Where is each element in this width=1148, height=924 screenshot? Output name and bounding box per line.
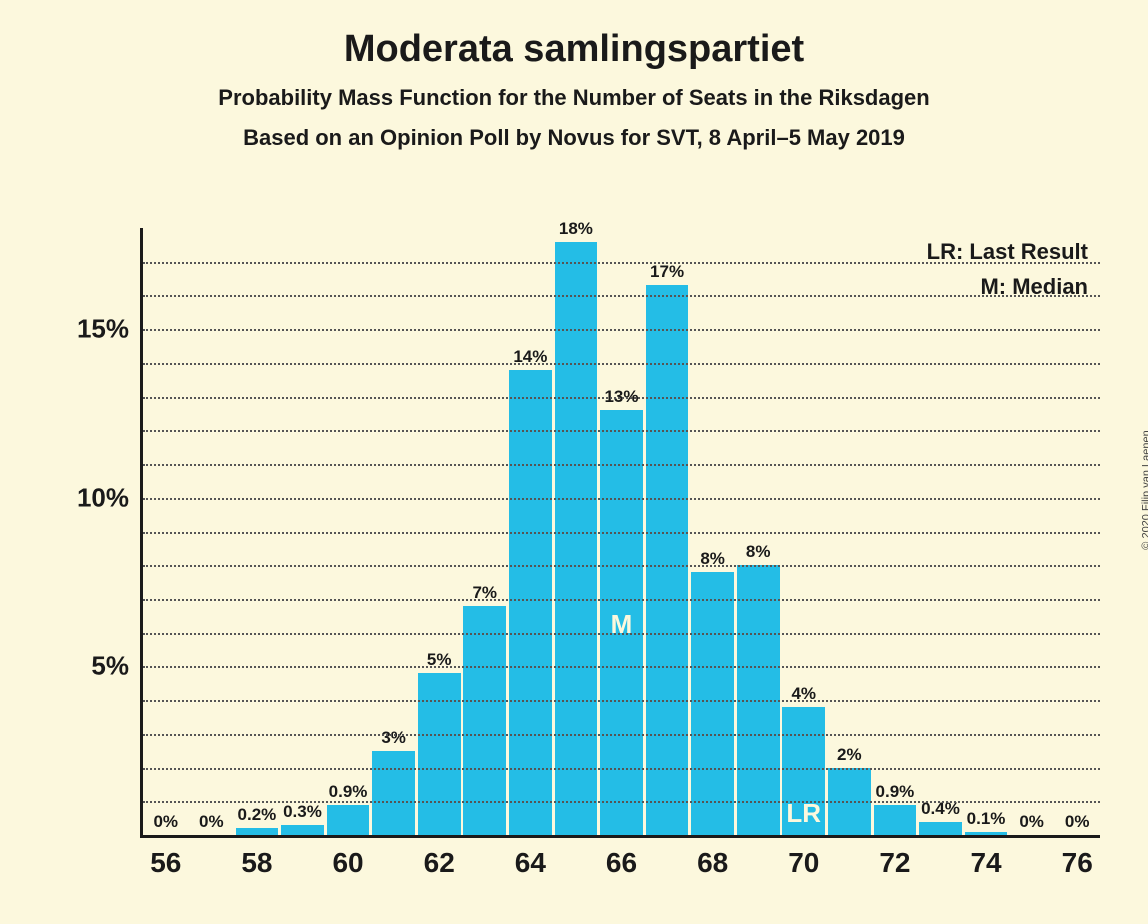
bar-value-label: 2%: [837, 745, 862, 768]
chart-subtitle-2: Based on an Opinion Poll by Novus for SV…: [0, 125, 1148, 151]
grid-minor: [143, 565, 1100, 567]
grid-minor: [143, 464, 1100, 466]
y-axis-label: 10%: [77, 482, 143, 513]
grid-minor: [143, 363, 1100, 365]
y-axis-label: 5%: [91, 651, 143, 682]
grid-minor: [143, 768, 1100, 770]
x-axis-label: 62: [424, 835, 455, 879]
chart-container: LR: Last Result M: Median 0%0%0.2%0.3%0.…: [70, 228, 1110, 908]
bar-value-label: 4%: [791, 684, 816, 707]
grid-minor: [143, 633, 1100, 635]
bar: 0.3%: [281, 825, 324, 835]
bar-value-label: 5%: [427, 650, 452, 673]
x-axis-label: 58: [241, 835, 272, 879]
bar-value-label: 0%: [1019, 812, 1044, 835]
y-axis-label: 15%: [77, 314, 143, 345]
bar-value-label: 17%: [650, 262, 684, 285]
bar-value-label: 7%: [472, 583, 497, 606]
grid-minor: [143, 295, 1100, 297]
bar: 3%: [372, 751, 415, 835]
bar: 13%M: [600, 410, 643, 835]
grid-major: [143, 329, 1100, 331]
x-axis-label: 70: [788, 835, 819, 879]
bar-value-label: 0%: [1065, 812, 1090, 835]
bar-value-label: 13%: [604, 387, 638, 410]
grid-minor: [143, 430, 1100, 432]
bar: 5%: [418, 673, 461, 835]
bar: 0.4%: [919, 822, 962, 835]
x-axis-label: 76: [1062, 835, 1093, 879]
grid-major: [143, 498, 1100, 500]
plot-area: LR: Last Result M: Median 0%0%0.2%0.3%0.…: [140, 228, 1100, 838]
bar-value-label: 8%: [746, 542, 771, 565]
grid-minor: [143, 599, 1100, 601]
x-axis-label: 72: [879, 835, 910, 879]
grid-minor: [143, 801, 1100, 803]
bar-value-label: 0.3%: [283, 802, 322, 825]
bar-value-label: 0.1%: [967, 809, 1006, 832]
x-axis-label: 74: [970, 835, 1001, 879]
x-axis-label: 60: [332, 835, 363, 879]
bar-marker: M: [611, 609, 633, 640]
copyright-text: © 2020 Filip van Laenen: [1140, 430, 1148, 549]
bar-value-label: 18%: [559, 219, 593, 242]
bar: 0.9%: [874, 805, 917, 835]
x-axis-label: 68: [697, 835, 728, 879]
bar-value-label: 0.2%: [238, 805, 277, 828]
bar-value-label: 14%: [513, 347, 547, 370]
grid-minor: [143, 700, 1100, 702]
bar: 8%: [691, 572, 734, 835]
grid-minor: [143, 532, 1100, 534]
x-axis-label: 66: [606, 835, 637, 879]
bar-value-label: 0%: [153, 812, 178, 835]
grid-minor: [143, 397, 1100, 399]
grid-major: [143, 666, 1100, 668]
chart-title: Moderata samlingspartiet: [0, 28, 1148, 71]
x-axis-label: 64: [515, 835, 546, 879]
bar: 17%: [646, 285, 689, 835]
chart-subtitle-1: Probability Mass Function for the Number…: [0, 85, 1148, 111]
grid-minor: [143, 262, 1100, 264]
bar: 0.9%: [327, 805, 370, 835]
bar: 0.2%: [236, 828, 279, 835]
grid-minor: [143, 734, 1100, 736]
bar: 14%: [509, 370, 552, 835]
x-axis-label: 56: [150, 835, 181, 879]
bar: 4%LR: [782, 707, 825, 835]
bar-value-label: 8%: [700, 549, 725, 572]
bar-value-label: 0%: [199, 812, 224, 835]
bar-value-label: 3%: [381, 728, 406, 751]
